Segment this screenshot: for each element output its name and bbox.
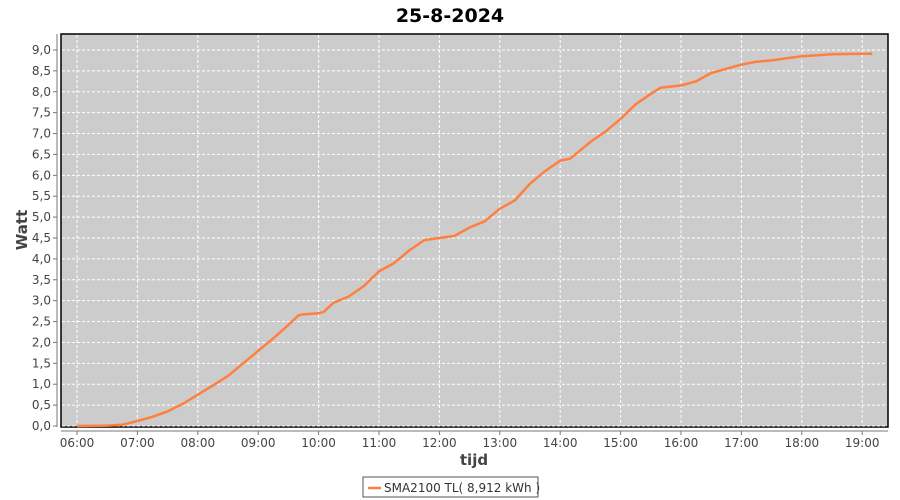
grid-lines	[62, 35, 887, 427]
y-tick-label: 7,5	[32, 106, 51, 120]
y-tick-label: 9,0	[32, 43, 51, 57]
y-tick-label: 4,5	[32, 231, 51, 245]
y-tick-label: 8,5	[32, 64, 51, 78]
plot-area	[60, 33, 889, 428]
x-tick-label: 17:00	[724, 436, 759, 450]
y-tick-label: 4,0	[32, 252, 51, 266]
y-tick-label: 5,0	[32, 210, 51, 224]
y-tick-label: 0,5	[32, 398, 51, 412]
x-axis-ticks: 06:00 07:00 08:00 09:00 10:00 11:00 12:00 13:00…	[60, 431, 880, 450]
x-tick-label: 12:00	[422, 436, 457, 450]
x-axis-label: tijd	[460, 451, 488, 469]
y-tick-label: 2,5	[32, 315, 51, 329]
y-tick-label: 7,0	[32, 127, 51, 141]
y-tick-label: 6,0	[32, 168, 51, 182]
x-tick-label: 18:00	[785, 436, 820, 450]
x-tick-label: 19:00	[845, 436, 880, 450]
y-tick-label: 3,0	[32, 294, 51, 308]
y-tick-label: 0,0	[32, 419, 51, 433]
legend-label: SMA2100 TL( 8,912 kWh )	[384, 481, 540, 495]
x-tick-label: 14:00	[543, 436, 578, 450]
y-axis-ticks: 0,0 0,5 1,0 1,5 2,0 2,5 3,0 3,5 4,0 4,5 5,0 5,5 6,0 6…	[32, 43, 57, 433]
x-tick-label: 11:00	[362, 436, 397, 450]
x-tick-label: 16:00	[664, 436, 699, 450]
x-tick-label: 07:00	[120, 436, 155, 450]
x-tick-label: 15:00	[603, 436, 638, 450]
x-tick-label: 13:00	[483, 436, 518, 450]
y-tick-label: 5,5	[32, 189, 51, 203]
y-tick-label: 6,5	[32, 147, 51, 161]
y-tick-label: 8,0	[32, 85, 51, 99]
legend: SMA2100 TL( 8,912 kWh )	[362, 476, 540, 498]
series-line-sma2100	[76, 52, 873, 428]
y-tick-label: 1,0	[32, 377, 51, 391]
x-tick-label: 06:00	[60, 436, 95, 450]
chart-title: 25-8-2024	[396, 5, 504, 27]
y-axis-label: Watt	[13, 210, 31, 250]
x-tick-label: 10:00	[301, 436, 336, 450]
x-tick-label: 08:00	[181, 436, 216, 450]
y-tick-label: 2,0	[32, 335, 51, 349]
x-tick-label: 09:00	[241, 436, 276, 450]
y-tick-label: 3,5	[32, 273, 51, 287]
y-tick-label: 1,5	[32, 356, 51, 370]
